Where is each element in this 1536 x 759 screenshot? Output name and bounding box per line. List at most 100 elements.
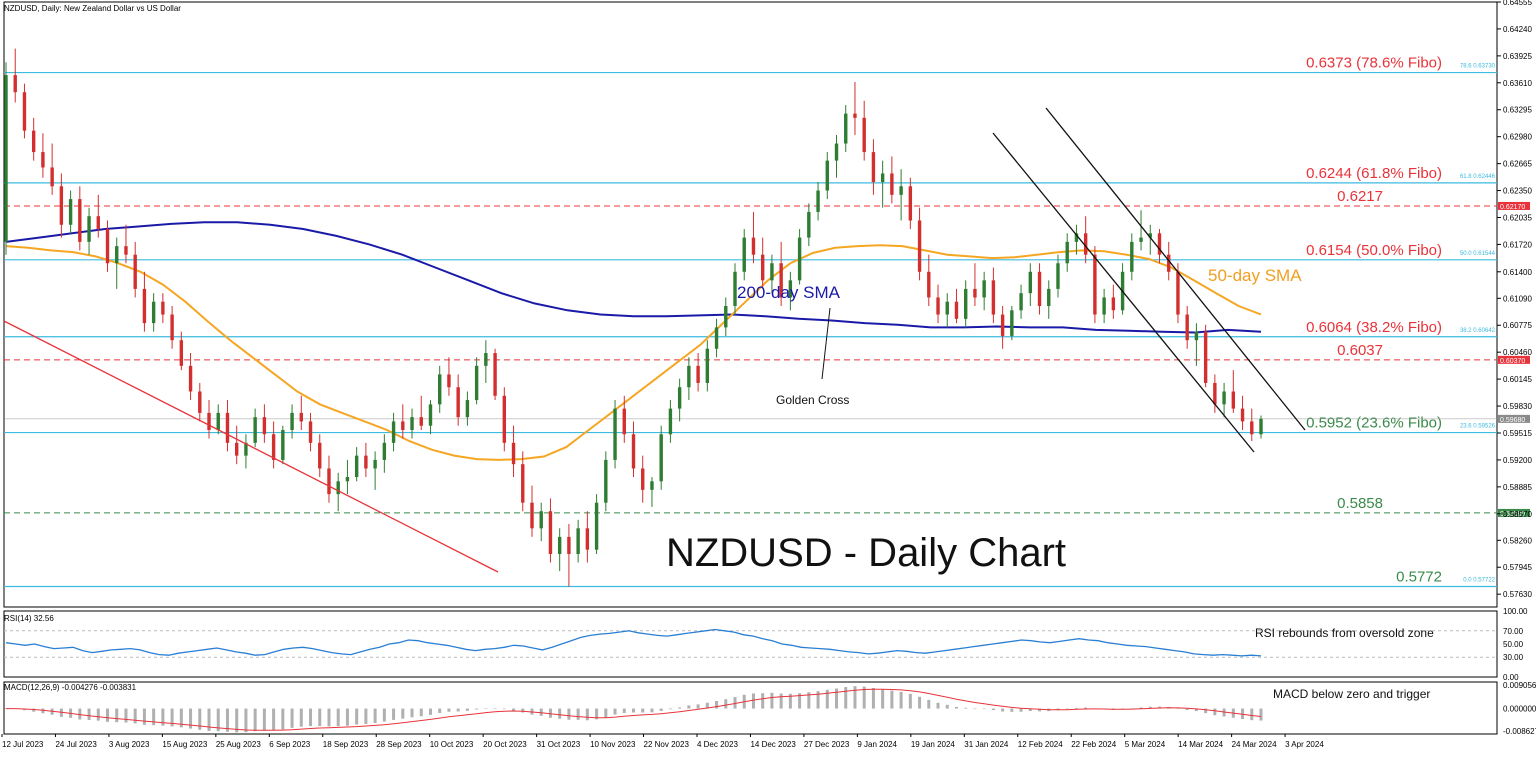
macd-bar: [373, 708, 377, 723]
macd-bar: [124, 708, 128, 723]
price-tick-label: 0.60145: [1503, 375, 1532, 384]
candle-body: [1130, 241, 1134, 272]
candle: [438, 365, 442, 413]
macd-bar: [1084, 707, 1088, 709]
candle-body: [816, 190, 820, 212]
candle: [668, 400, 673, 443]
macd-bar: [650, 708, 654, 713]
price-tick-label: 0.62665: [1503, 160, 1532, 169]
macd-bar: [973, 708, 977, 710]
candle: [281, 425, 285, 465]
macd-bar: [770, 692, 774, 709]
date-tick-label: 4 Dec 2023: [697, 740, 738, 749]
candle: [142, 271, 147, 332]
macd-bar: [428, 708, 432, 715]
candle-body: [567, 536, 571, 554]
candle: [327, 455, 331, 503]
candle-body: [290, 412, 294, 430]
candle: [1157, 229, 1162, 264]
candle: [908, 177, 913, 230]
macd-bar: [1148, 706, 1152, 709]
candle: [880, 160, 885, 208]
candle-body: [151, 301, 156, 324]
rsi-tick-label: 30.00: [1503, 653, 1524, 662]
macd-bar: [1185, 708, 1189, 710]
candle: [50, 143, 54, 195]
candle-body: [760, 254, 765, 281]
candle-body: [105, 229, 110, 264]
candle: [1111, 284, 1116, 319]
price-tick-label: 0.61090: [1503, 294, 1532, 303]
candle: [225, 400, 230, 452]
candle-body: [1194, 331, 1199, 341]
candle-body: [271, 434, 276, 460]
candle: [262, 404, 267, 443]
candle: [622, 395, 626, 443]
chart-title: NZDUSD - Daily Chart: [666, 531, 1066, 575]
macd-bar: [170, 708, 174, 727]
candle-body: [1213, 382, 1217, 405]
candle-body: [87, 216, 91, 242]
price-tick-label: 0.62350: [1503, 187, 1532, 196]
candle-body: [410, 417, 414, 430]
candle-body: [1259, 418, 1263, 435]
candle-body: [1111, 297, 1116, 311]
fib-level-label: 0.6244 (61.8% Fibo): [1306, 165, 1442, 182]
candle: [345, 459, 350, 495]
macd-bar: [982, 708, 986, 710]
macd-bar: [438, 708, 442, 713]
candle: [650, 477, 654, 507]
candle-body: [973, 288, 977, 298]
candle-body: [724, 305, 728, 328]
candle-body: [936, 297, 940, 315]
macd-bar: [235, 708, 239, 733]
macd-bar: [281, 708, 285, 730]
macd-bar: [558, 708, 562, 719]
candle: [862, 100, 866, 161]
candle: [1213, 374, 1217, 413]
candle-body: [521, 464, 525, 503]
candle-body: [594, 502, 599, 550]
trend-line-lower: [992, 132, 1255, 453]
candle: [705, 340, 710, 392]
macd-bar: [779, 693, 783, 709]
rsi-label: RSI(14) 32.56: [4, 614, 54, 623]
candle: [1065, 233, 1069, 272]
candle: [401, 404, 405, 439]
macd-bar: [465, 708, 469, 711]
date-tick-label: 9 Jan 2024: [857, 740, 897, 749]
candle: [271, 421, 276, 469]
macd-bar: [687, 705, 691, 709]
candle-body: [576, 528, 580, 554]
candle-body: [917, 220, 922, 272]
candle-body: [68, 199, 73, 225]
candle: [936, 284, 940, 324]
macd-bar: [1241, 708, 1245, 719]
candle: [151, 293, 156, 332]
candle: [87, 207, 91, 255]
macd-bar: [272, 708, 276, 731]
candle-body: [964, 288, 968, 319]
golden-cross-label: Golden Cross: [776, 393, 849, 407]
candle: [760, 237, 765, 289]
candle-body: [1203, 331, 1208, 383]
sma-200-label: 200-day SMA: [737, 283, 841, 302]
macd-bar: [816, 691, 820, 709]
macd-bar: [918, 696, 922, 709]
date-tick-label: 6 Sep 2023: [269, 740, 310, 749]
candle-body: [530, 502, 534, 529]
candle-body: [4, 75, 8, 242]
candle: [1194, 323, 1199, 366]
macd-bar: [807, 692, 811, 709]
macd-bar: [96, 708, 100, 721]
candle-body: [465, 400, 470, 418]
candle: [927, 254, 931, 306]
candle: [308, 412, 313, 452]
macd-bar: [318, 708, 322, 727]
sma-50-label: 50-day SMA: [1208, 266, 1302, 285]
candle: [336, 472, 340, 512]
macd-bar: [1139, 707, 1143, 709]
price-tick-label: 0.60775: [1503, 321, 1532, 330]
